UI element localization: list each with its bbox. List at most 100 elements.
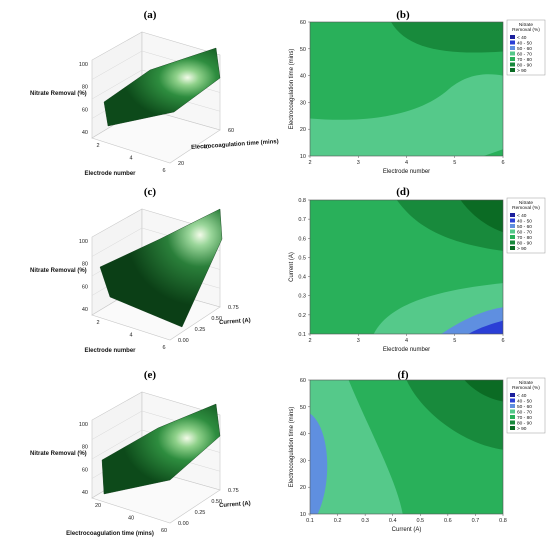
x-tick-label: 6	[501, 338, 504, 344]
panel-label-c: (c)	[144, 186, 157, 198]
x-tick-label: 4	[129, 156, 132, 162]
y-tick-label: 0.6	[298, 236, 306, 242]
surface-panel-c: (c) 40 60 80 100 Nitrate Removal (%) 2 4 6 Electr…	[30, 186, 251, 354]
legend-title: Removal (%)	[512, 205, 540, 211]
z-tick-label: 60	[82, 284, 88, 290]
y-tick-label: 20	[178, 161, 184, 167]
y-tick-label: 30	[300, 100, 306, 106]
y-tick-label: 40	[203, 145, 209, 151]
legend-item-label: < 40	[517, 213, 527, 219]
x-tick-label: 2	[96, 320, 99, 326]
contour-panel-b: (b) 2 3 4 5 6 10 20 30 40 50 60 Electrode number Elec…	[289, 9, 546, 175]
x-tick-label: 20	[95, 503, 101, 509]
response-surface	[99, 208, 223, 328]
panel-label-b: (b)	[396, 9, 410, 21]
legend-item-label: 50 - 60	[517, 224, 532, 230]
y-tick-label: 0.8	[298, 198, 306, 204]
y-tick-label: 0.4	[298, 275, 306, 281]
x-axis-label: Electrode number	[84, 348, 136, 354]
legend-item-label: > 90	[517, 68, 527, 74]
y-tick-label: 0.75	[228, 488, 239, 494]
y-tick-label: 0.00	[178, 521, 189, 527]
panel-label-f: (f)	[398, 369, 409, 381]
x-tick-label: 0.5	[416, 518, 424, 524]
y-tick-label: 50	[300, 47, 306, 53]
z-tick-label: 100	[79, 239, 88, 245]
legend-item-label: > 90	[517, 246, 527, 252]
region-70-80-corner	[483, 149, 503, 156]
legend-title: Removal (%)	[512, 27, 540, 33]
x-tick-label: 2	[308, 338, 311, 344]
legend-item-label: 60 - 70	[517, 229, 532, 235]
x-tick-label: 4	[129, 333, 132, 339]
contour-panel-f: (f) 0.1 0.2 0.3 0.4 0.5 0.6 0.7 0.8 10 20 30 40 50 60 C…	[289, 369, 546, 533]
y-tick-label: 0.50	[211, 316, 222, 322]
y-axis-label: Current (A)	[219, 318, 251, 326]
x-tick-label: 4	[405, 160, 408, 166]
surface-panel-e: (e) 40 60 80 100 Nitrate Removal (%) 20 40 60 Ele…	[30, 369, 251, 537]
legend-swatch	[510, 57, 515, 61]
legend-item-label: 40 - 50	[517, 40, 532, 46]
z-tick-label: 100	[79, 422, 88, 428]
y-tick-label: 0.1	[298, 332, 306, 338]
y-tick-label: 0.2	[298, 313, 306, 319]
legend-swatch	[510, 40, 515, 45]
legend-swatch	[510, 246, 515, 250]
y-tick-label: 30	[300, 458, 306, 464]
y-tick-label: 40	[300, 432, 306, 438]
x-tick-label: 0.4	[389, 518, 397, 524]
region-80-90	[391, 22, 503, 53]
contour-fill	[310, 200, 503, 334]
legend-swatch	[510, 35, 515, 39]
legend-item-label: 60 - 70	[517, 409, 532, 415]
x-tick-label: 6	[501, 160, 504, 166]
legend-swatch	[510, 235, 515, 239]
contour-panel-d: (d) 2 3 4 5 6 0.1 0.2 0.3 0.4 0.5 0.6 0.7 0.8 Electrod…	[289, 186, 546, 353]
x-tick-label: 0.3	[361, 518, 369, 524]
y-axis-label: Current (A)	[289, 252, 295, 282]
x-tick-label: 0.7	[472, 518, 480, 524]
legend-swatch	[510, 404, 515, 408]
y-tick-label: 0.50	[211, 499, 222, 505]
y-tick-label: 50	[300, 405, 306, 411]
x-tick-label: 3	[357, 160, 360, 166]
region-gt-90	[464, 380, 503, 402]
response-surface	[101, 403, 221, 495]
legend-swatch	[510, 240, 515, 245]
surface-panel-a: (a) 40 60 80 100 Nitrate Removal (%) 2 4 6 Electr…	[30, 9, 279, 177]
legend-item-label: 80 - 90	[517, 62, 532, 68]
x-tick-label: 5	[453, 338, 456, 344]
legend-item-label: 70 - 80	[517, 415, 532, 421]
y-tick-label: 60	[300, 378, 306, 384]
z-axis-label: Nitrate Removal (%)	[30, 268, 87, 274]
plot-frame	[309, 379, 504, 515]
z-tick-label: 80	[82, 85, 88, 91]
legend-swatch	[510, 409, 515, 414]
y-tick-label: 0.3	[298, 294, 306, 300]
y-tick-label: 0.7	[298, 217, 306, 223]
legend-title: Nitrate	[519, 380, 533, 386]
y-tick-label: 40	[300, 74, 306, 80]
region-60-70	[310, 74, 503, 156]
y-axis-label: Electrocoagulation time (mins)	[289, 407, 295, 488]
legend-swatch	[510, 218, 515, 223]
z-axis-label: Nitrate Removal (%)	[30, 451, 87, 457]
y-tick-label: 10	[300, 154, 306, 160]
z-axis-label: Nitrate Removal (%)	[30, 91, 87, 97]
x-tick-label: 4	[405, 338, 408, 344]
x-tick-label: 6	[162, 168, 165, 174]
legend-title: Removal (%)	[512, 385, 540, 391]
legend-swatch	[510, 398, 515, 403]
z-tick-label: 40	[82, 130, 88, 136]
y-tick-label: 0.00	[178, 338, 189, 344]
x-tick-label: 40	[128, 516, 134, 522]
y-tick-label: 60	[300, 20, 306, 26]
legend-swatch	[510, 224, 515, 228]
legend-swatch	[510, 420, 515, 425]
x-tick-label: 0.2	[334, 518, 342, 524]
legend-item-label: 70 - 80	[517, 235, 532, 241]
x-tick-label: 0.6	[444, 518, 452, 524]
x-tick-label: 6	[162, 345, 165, 351]
